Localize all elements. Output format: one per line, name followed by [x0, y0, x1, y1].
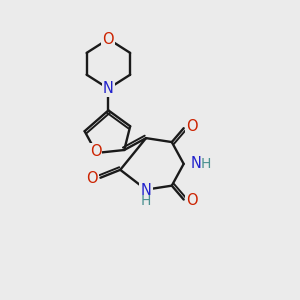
Text: H: H	[200, 157, 211, 171]
Text: N: N	[103, 81, 114, 96]
Text: O: O	[103, 32, 114, 46]
Text: O: O	[90, 145, 101, 160]
Text: O: O	[186, 193, 197, 208]
Text: H: H	[141, 194, 151, 208]
Text: N: N	[141, 183, 152, 198]
Text: O: O	[86, 171, 98, 186]
Text: N: N	[190, 156, 202, 171]
Text: O: O	[186, 119, 197, 134]
